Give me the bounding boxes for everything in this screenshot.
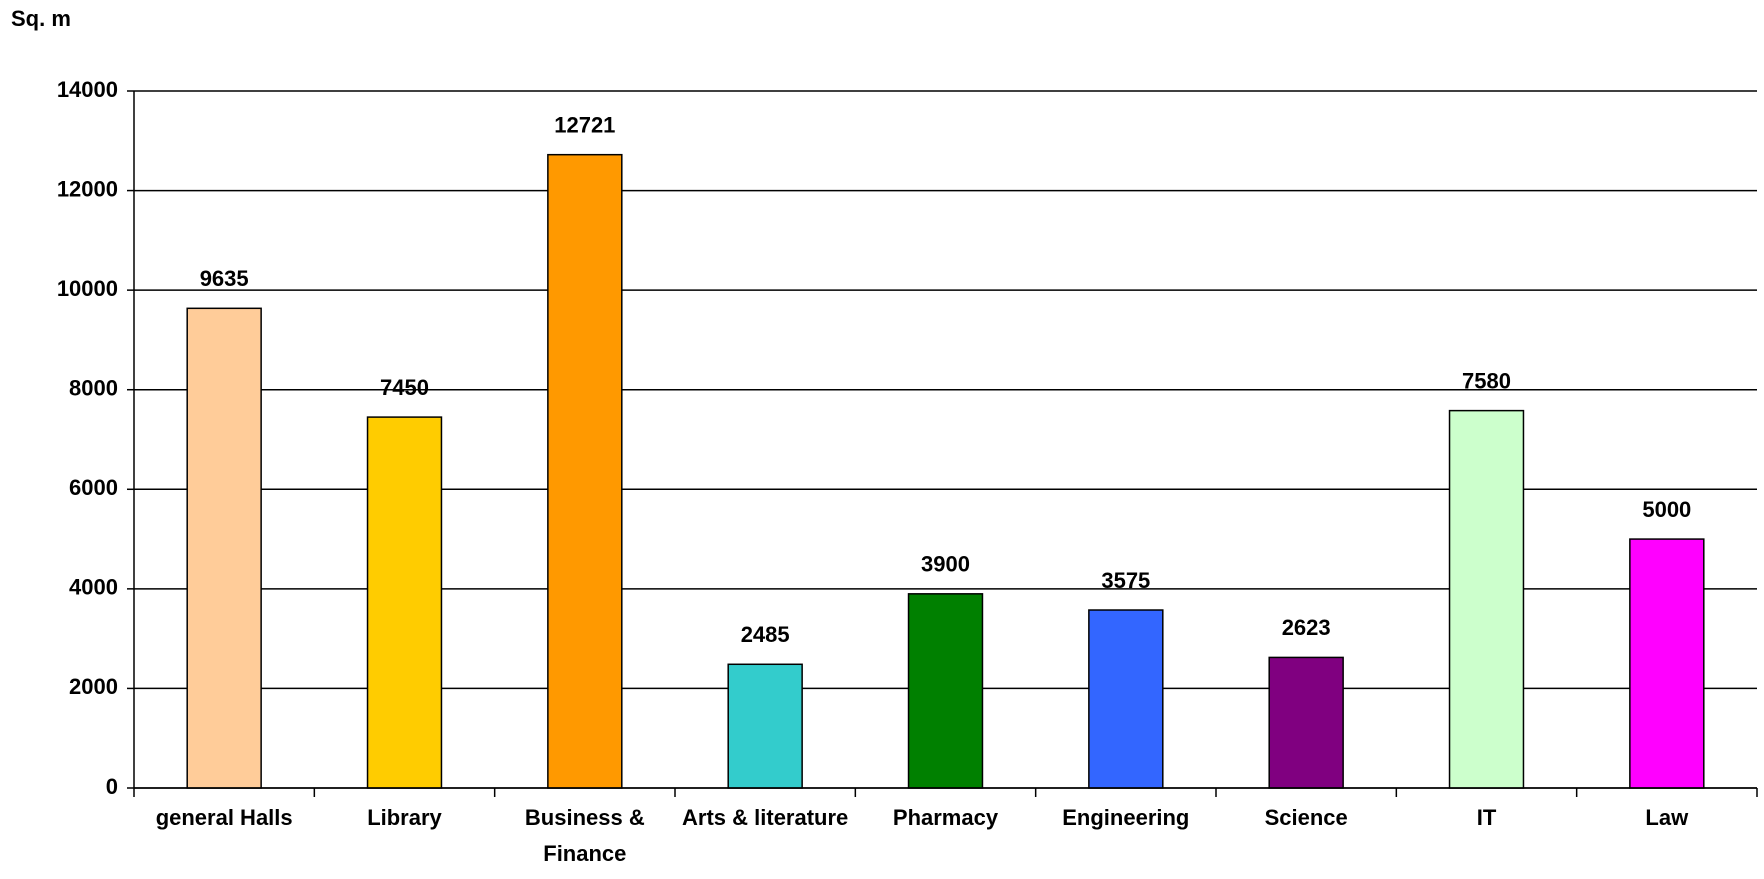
bar — [1629, 538, 1705, 789]
y-tick-label: 12000 — [57, 176, 118, 201]
y-tick-label: 10000 — [57, 276, 118, 301]
bar — [907, 593, 984, 789]
x-tick-label: Arts & literature — [682, 805, 849, 830]
y-tick-label: 6000 — [69, 475, 118, 500]
data-label: 7450 — [380, 375, 429, 400]
bar — [547, 153, 623, 789]
data-label: 2485 — [741, 622, 790, 647]
x-tick-label: Business & Finance — [524, 805, 645, 866]
data-label: 9635 — [200, 266, 249, 291]
bar — [727, 663, 803, 789]
y-tick-label: 4000 — [69, 575, 118, 600]
bar — [366, 416, 443, 789]
data-label: 2623 — [1282, 615, 1331, 640]
x-tick-label: IT — [1476, 805, 1497, 830]
bar — [1268, 656, 1344, 789]
bar — [1088, 609, 1164, 789]
x-tick-label: Library — [367, 805, 442, 830]
y-axis-label: Sq. m — [11, 6, 71, 31]
x-tick-label: Law — [1645, 805, 1689, 830]
y-tick-label: 14000 — [57, 77, 118, 102]
y-tick-label: 8000 — [69, 376, 118, 401]
y-tick-label: 2000 — [69, 674, 118, 699]
x-tick-label: Pharmacy — [892, 805, 999, 830]
x-tick-label: general Halls — [155, 805, 293, 830]
x-tick-label: Science — [1264, 805, 1348, 830]
bar — [1448, 409, 1525, 789]
data-label: 3575 — [1101, 568, 1150, 593]
data-label: 3900 — [921, 552, 970, 577]
y-tick-label: 0 — [106, 774, 118, 799]
data-label: 5000 — [1642, 497, 1691, 522]
x-tick-label: Engineering — [1062, 805, 1190, 830]
data-label: 7580 — [1462, 368, 1511, 393]
data-label: 12721 — [554, 112, 615, 137]
bar — [186, 307, 262, 789]
